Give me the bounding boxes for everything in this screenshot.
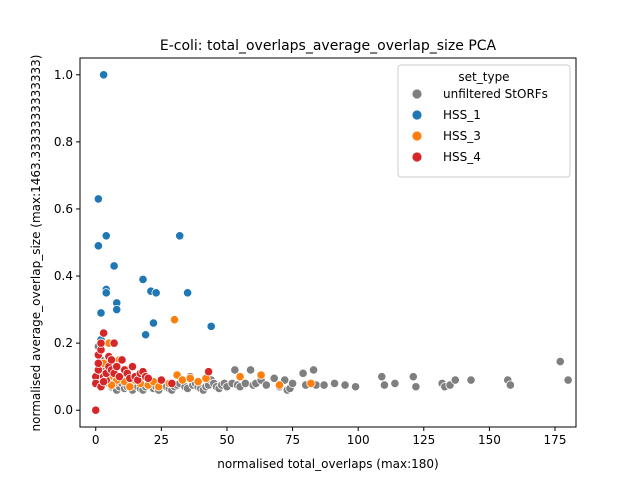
data-point	[141, 330, 151, 340]
data-point	[93, 241, 103, 251]
data-point	[96, 338, 106, 348]
x-tick-label: 175	[544, 433, 567, 447]
data-point	[555, 356, 565, 367]
data-point	[274, 380, 285, 390]
data-point	[505, 380, 515, 390]
data-point	[169, 315, 180, 325]
data-point	[306, 378, 316, 388]
data-point	[203, 367, 214, 377]
x-tick-label: 50	[219, 433, 234, 447]
data-point	[308, 365, 319, 375]
data-point	[148, 318, 159, 328]
data-point	[319, 380, 329, 390]
series-3	[91, 328, 214, 415]
data-point	[379, 380, 390, 390]
x-tick-label: 0	[92, 433, 100, 447]
data-point	[96, 308, 106, 318]
legend: set_type unfiltered StORFs HSS_1 HSS_3 HSS_…	[397, 64, 571, 178]
x-tick-label: 150	[478, 433, 501, 447]
legend-marker	[411, 109, 423, 121]
data-point	[340, 380, 350, 390]
legend-label: HSS_1	[443, 108, 481, 122]
x-axis: 0 25 50 75 100 125 150 175	[92, 427, 567, 447]
legend-marker	[411, 88, 423, 100]
y-axis: 0.0 0.2 0.4 0.6 0.8 1.0	[54, 68, 80, 417]
data-point	[99, 328, 109, 338]
data-point	[185, 373, 195, 383]
data-point	[93, 358, 103, 368]
data-point	[112, 304, 122, 315]
data-point	[411, 382, 421, 392]
x-axis-label: normalised total_overlaps (max:180)	[217, 457, 438, 471]
legend-label: HSS_3	[443, 129, 481, 143]
legend-title: set_type	[458, 70, 509, 84]
y-tick-label: 0.8	[54, 135, 73, 149]
data-point	[193, 377, 203, 387]
data-point	[109, 261, 119, 271]
y-tick-label: 0.0	[54, 403, 73, 417]
y-tick-label: 0.6	[54, 202, 73, 216]
data-point	[235, 372, 245, 382]
data-point	[287, 378, 298, 388]
data-point	[101, 288, 111, 298]
data-point	[177, 375, 187, 385]
data-point	[450, 375, 460, 385]
data-point	[109, 338, 119, 348]
plot-area-frame	[79, 57, 577, 428]
data-point	[138, 274, 148, 284]
data-point	[106, 355, 117, 365]
data-point	[350, 382, 361, 392]
data-point	[99, 70, 109, 80]
data-point	[182, 288, 193, 298]
data-point	[127, 362, 138, 372]
y-axis-label: normalised average_overlap_size (max:146…	[29, 55, 43, 432]
data-point	[377, 372, 387, 382]
y-tick-label: 0.4	[54, 269, 73, 283]
data-point	[117, 355, 127, 365]
legend-label: unfiltered StORFs	[443, 87, 548, 101]
data-point	[112, 362, 122, 372]
legend-marker	[411, 130, 423, 142]
data-point	[143, 373, 153, 383]
x-tick-label: 25	[154, 433, 169, 447]
data-point	[175, 231, 185, 241]
x-tick-label: 125	[412, 433, 435, 447]
data-point	[151, 288, 161, 298]
data-point	[256, 370, 266, 380]
data-point	[230, 365, 240, 375]
x-tick-label: 100	[347, 433, 370, 447]
data-point	[329, 378, 340, 388]
legend-label: HSS_4	[443, 150, 481, 164]
data-point	[245, 365, 256, 375]
data-point	[99, 377, 109, 387]
data-point	[466, 375, 476, 385]
data-point	[408, 372, 418, 382]
legend-box	[397, 64, 571, 178]
data-point	[156, 375, 166, 385]
data-point	[114, 372, 124, 382]
data-points	[91, 70, 573, 415]
legend-marker	[411, 151, 423, 163]
data-point	[167, 378, 177, 388]
y-tick-label: 1.0	[54, 68, 73, 82]
data-point	[101, 231, 111, 241]
data-point	[261, 380, 271, 390]
data-point	[269, 373, 279, 383]
chart-title: E-coli: total_overlaps_average_overlap_s…	[160, 38, 497, 54]
data-point	[93, 194, 103, 204]
x-tick-label: 75	[285, 433, 300, 447]
data-point	[91, 405, 101, 415]
data-point	[298, 368, 308, 378]
y-tick-label: 0.2	[54, 336, 73, 350]
data-point	[206, 321, 216, 331]
data-point	[390, 378, 400, 388]
data-point	[563, 375, 573, 385]
